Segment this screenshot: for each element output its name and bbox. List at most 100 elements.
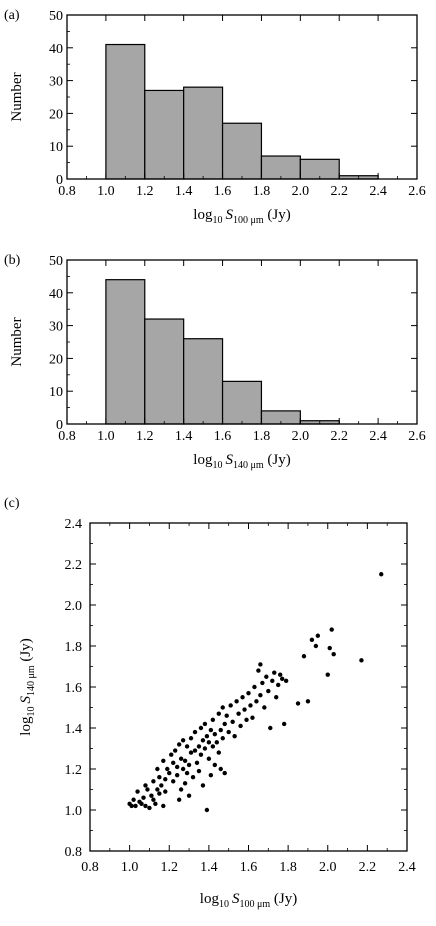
histogram-bar [221,122,263,180]
scatter-point [281,721,287,727]
scatter-point [147,805,152,811]
scatter-point [216,711,221,716]
scatter-point [228,703,233,708]
x-tick-label: 1.8 [253,184,271,199]
scatter-point [161,803,166,809]
x-tick-label: 0.8 [58,429,76,444]
scatter-point [222,770,227,776]
scatter-point [325,672,330,677]
x-tick-label: 2.0 [319,860,337,875]
x-tick-label: 1.8 [253,429,271,444]
scatter-point [178,756,184,761]
scatter-point [143,803,148,809]
x-axis-label: log10 S100 μm (Jy) [200,891,297,910]
scatter-point [309,637,315,643]
x-tick-label: 2.6 [408,184,426,199]
scatter-point [155,787,160,792]
x-tick-label: 1.0 [97,429,115,444]
scatter-point [184,770,190,776]
scatter-point [234,699,239,704]
x-axis-label-unit: (Jy) [264,452,291,468]
y-axis-label-variable: S [18,696,34,707]
scatter-point [242,707,247,712]
scatter-point [176,797,182,802]
scatter-point [206,756,212,761]
y-axis-label: Number [9,72,25,121]
y-tick-label: 40 [49,42,63,57]
histogram-bar [260,155,301,180]
scatter-point [379,572,384,577]
y-axis-label-unit: (Jy) [18,638,34,665]
histogram-panel-b: (b) 0.8 1.0 1.2 1.4 1.6 1.8 2.0 2.2 2.4 2.6 0 10 20 30… [4,253,426,471]
y-tick-label: 1.2 [65,763,83,778]
histogram-panel-a: (a) 0.8 1.0 1.2 1.4 1.6 1.8 2.0 2.2 2.4 2.6 0 10 20 30… [4,8,426,226]
y-tick-label: 40 [49,287,63,302]
scatter-point [216,750,221,755]
x-axis-label-unit: (Jy) [270,891,297,907]
scatter-point [196,768,202,774]
scatter-point [192,748,198,753]
scatter-point [232,734,237,739]
scatter-point [238,723,243,729]
scatter-point [224,713,229,718]
scatter-point [180,766,186,772]
scatter-point [190,775,196,780]
scatter-point [172,748,178,753]
scatter-point [226,729,231,735]
scatter-point [359,658,364,663]
scatter-point [171,760,176,766]
scatter-point [313,643,319,649]
y-tick-label: 1.4 [65,722,83,737]
scatter-point [236,711,241,716]
scatter-point [262,705,267,710]
scatter-point [186,793,192,798]
scatter-point [258,693,263,698]
y-axis-label: log10 S140 μm (Jy) [18,638,37,735]
scatter-point [212,731,218,737]
scatter-point [171,779,176,784]
scatter-point [198,725,204,731]
scatter-point [240,695,245,700]
scatter-point [129,803,134,809]
scatter-point [246,690,251,696]
scatter-point [174,772,180,778]
x-tick-label: 0.8 [58,184,76,199]
x-axis-label-log-base: 10 [212,460,222,471]
scatter-point [329,627,334,632]
scatter-point [182,781,188,786]
scatter-point [157,791,162,796]
x-axis-label-variable: S [222,207,233,223]
scatter-point [167,770,172,776]
scatter-point [194,760,200,766]
scatter-point [192,729,198,735]
y-axis-label-variable-subscript: 140 μm [26,665,37,696]
x-axis-label-variable-subscript: 100 μm [239,899,270,910]
x-tick-label: 1.4 [175,184,193,199]
scatter-point [163,789,168,794]
scatter-point [153,801,158,807]
y-tick-label: 20 [49,107,63,122]
scatter-point [278,672,283,677]
scatter-point [272,670,277,675]
scatter-point [256,668,261,673]
y-tick-label: 20 [49,352,63,367]
scatter-point [220,736,225,741]
scatter-point [202,746,208,751]
x-tick-label: 1.6 [214,429,232,444]
scatter-point [149,793,154,798]
x-tick-label: 2.6 [408,429,426,444]
x-tick-label: 1.0 [121,860,139,875]
scatter-point [169,752,174,757]
scatter-point [264,674,269,679]
x-tick-label: 2.2 [330,429,348,444]
scatter-point [212,762,218,768]
scatter-point [266,688,271,694]
scatter-point [210,744,216,749]
x-tick-label: 2.4 [369,429,387,444]
scatter-point [252,684,257,690]
x-tick-label: 1.4 [200,860,218,875]
scatter-point [295,701,301,706]
y-tick-label: 2.4 [65,517,83,532]
y-tick-label: 30 [49,320,63,335]
x-axis-label-log-base: 10 [212,215,222,226]
